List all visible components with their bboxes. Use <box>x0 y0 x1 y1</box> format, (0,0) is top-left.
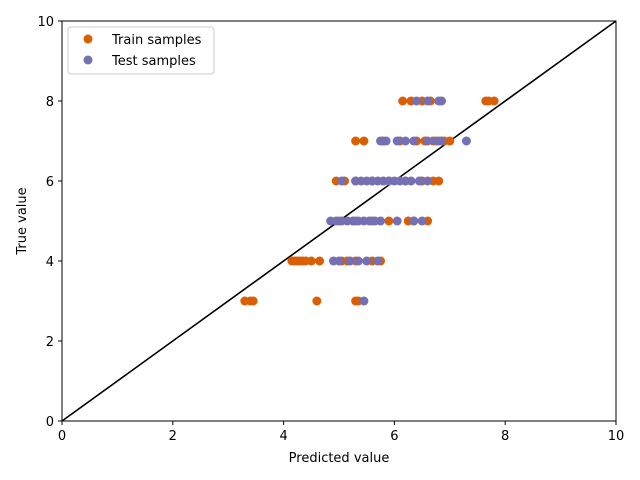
x-tick-label: 6 <box>390 429 398 444</box>
test-sample-point <box>353 256 363 266</box>
test-sample-point <box>359 296 369 306</box>
train-sample-point <box>312 296 322 306</box>
x-axis: 0 2 4 6 8 10 <box>58 421 624 444</box>
test-sample-point <box>337 176 347 186</box>
y-tick-label: 0 <box>46 415 54 430</box>
test-sample-point <box>345 256 355 266</box>
test-sample-point <box>373 256 383 266</box>
test-sample-point <box>417 216 427 226</box>
test-sample-point <box>412 96 422 106</box>
y-tick-label: 8 <box>46 95 54 110</box>
x-tick-label: 0 <box>58 429 66 444</box>
test-sample-point <box>423 96 433 106</box>
train-sample-point <box>384 216 394 226</box>
y-axis: 0 2 4 6 8 10 <box>37 15 62 430</box>
test-sample-point <box>381 136 391 146</box>
test-sample-point <box>392 216 402 226</box>
test-sample-point <box>461 136 471 146</box>
y-tick-label: 6 <box>46 175 54 190</box>
train-sample-point <box>434 176 444 186</box>
train-sample-point <box>359 136 369 146</box>
test-sample-point <box>334 256 344 266</box>
test-samples-series <box>326 96 471 306</box>
legend-marker-train <box>83 34 93 44</box>
legend: Train samples Test samples <box>67 26 215 75</box>
y-tick-label: 10 <box>37 15 54 30</box>
train-sample-point <box>445 136 455 146</box>
x-tick-label: 8 <box>501 429 509 444</box>
test-sample-point <box>376 216 386 226</box>
test-sample-point <box>362 256 372 266</box>
test-sample-point <box>392 136 402 146</box>
x-axis-label: Predicted value <box>289 451 390 466</box>
test-sample-point <box>406 176 416 186</box>
train-sample-point <box>398 96 408 106</box>
test-sample-point <box>423 136 433 146</box>
train-sample-point <box>248 296 258 306</box>
test-sample-point <box>400 136 410 146</box>
train-sample-point <box>351 136 361 146</box>
points-layer <box>240 96 499 306</box>
plot-area-frame <box>61 20 617 422</box>
test-sample-point <box>409 136 419 146</box>
train-sample-point <box>306 256 316 266</box>
legend-marker-test <box>83 55 93 65</box>
x-tick-label: 10 <box>608 429 625 444</box>
test-sample-point <box>436 136 446 146</box>
legend-label-test: Test samples <box>111 54 196 69</box>
train-sample-point <box>489 96 499 106</box>
y-tick-label: 2 <box>46 335 54 350</box>
x-tick-label: 2 <box>169 429 177 444</box>
test-sample-point <box>414 176 424 186</box>
y-tick-label: 4 <box>46 255 54 270</box>
legend-box <box>67 26 215 75</box>
x-tick-label: 4 <box>279 429 287 444</box>
test-sample-point <box>409 216 419 226</box>
train-samples-series <box>240 96 499 306</box>
train-sample-point <box>315 256 325 266</box>
y-axis-label: True value <box>15 187 30 255</box>
test-sample-point <box>436 96 446 106</box>
test-sample-point <box>423 176 433 186</box>
legend-label-train: Train samples <box>111 33 202 48</box>
